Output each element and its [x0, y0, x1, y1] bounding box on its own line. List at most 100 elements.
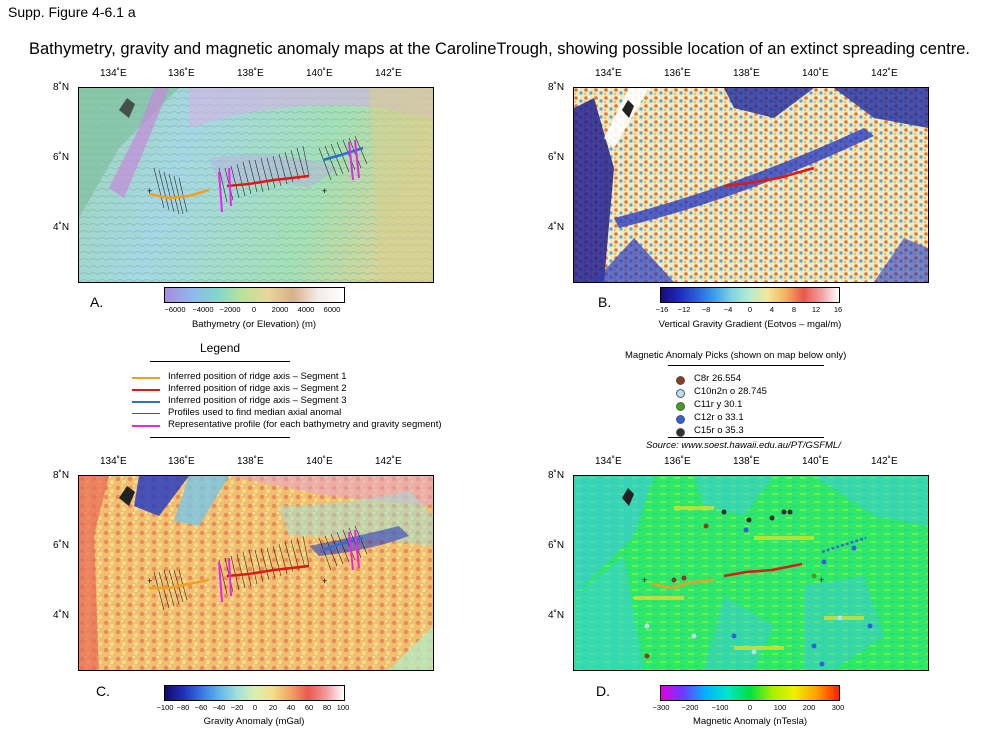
colorbar-tick: 60 — [304, 703, 314, 712]
legend-swatch — [132, 413, 160, 414]
lat-tick: 4˚N — [548, 610, 565, 621]
lon-tick: 136˚E — [168, 456, 195, 467]
colorbar-title: Magnetic Anomaly (nTesla) — [692, 716, 808, 727]
lon-tick: 140˚E — [802, 68, 829, 79]
colorbar-tick: 0 — [252, 703, 258, 712]
legend-title: Legend — [200, 341, 241, 355]
lon-tick: 138˚E — [733, 68, 760, 79]
figure-label: Supp. Figure 4-6.1 a — [8, 4, 136, 20]
lon-tick: 142˚E — [375, 456, 402, 467]
lon-tick: 136˚E — [168, 68, 195, 79]
lon-tick: 142˚E — [375, 68, 402, 79]
colorbar-tick: 300 — [831, 703, 845, 712]
lat-tick: 6˚N — [53, 540, 70, 551]
lon-tick: 142˚E — [871, 456, 898, 467]
legend-swatch — [132, 377, 160, 379]
picks-rule — [668, 437, 824, 438]
magnetic-picks-title: Magnetic Anomaly Picks (shown on map bel… — [625, 350, 847, 361]
pick-label: C11r y 30.1 — [694, 399, 743, 410]
lon-tick: 134˚E — [595, 456, 622, 467]
lon-tick: 134˚E — [595, 68, 622, 79]
legend-swatch — [132, 425, 160, 427]
legend-rule — [150, 437, 290, 438]
lat-tick: 4˚N — [53, 610, 70, 621]
gravity-gradient-map-image — [574, 88, 928, 282]
colorbar-tick: −80 — [176, 703, 190, 712]
legend-rule — [150, 361, 290, 362]
panel-letter: D. — [596, 683, 610, 699]
colorbar-tick: −4 — [723, 305, 733, 314]
svg-text:+: + — [322, 186, 327, 196]
panel-letter: A. — [90, 294, 104, 310]
colorbar-tick: −60 — [194, 703, 208, 712]
pick-dot — [676, 376, 685, 385]
svg-text:+: + — [322, 576, 327, 586]
colorbar-tick: −12 — [677, 305, 691, 314]
pick-dot — [676, 389, 685, 398]
lon-tick: 140˚E — [802, 456, 829, 467]
pick-label: C15r o 35.3 — [694, 425, 744, 436]
gravity-anomaly-map-image: + + — [79, 476, 433, 670]
gravity-anomaly-map: + + — [78, 475, 434, 671]
lon-tick: 138˚E — [733, 456, 760, 467]
colorbar-tick: −4000 — [192, 305, 214, 314]
colorbar-tick: 16 — [833, 305, 843, 314]
colorbar-title: Bathymetry (or Elevation) (m) — [191, 319, 317, 330]
pick-dot — [676, 428, 685, 437]
svg-text:+: + — [147, 186, 152, 196]
svg-text:+: + — [642, 575, 647, 585]
legend-item-label: Profiles used to find median axial anoma… — [168, 407, 342, 418]
colorbar-tick: −2000 — [219, 305, 241, 314]
pick-label: C12r o 33.1 — [694, 412, 744, 423]
colorbar-tick: −20 — [230, 703, 244, 712]
svg-text:+: + — [147, 576, 152, 586]
colorbar — [660, 287, 840, 303]
colorbar-tick: −200 — [681, 703, 699, 712]
colorbar-tick: 100 — [773, 703, 787, 712]
magnetic-anomaly-map-image: + + — [574, 476, 928, 670]
legend-item-label: Inferred position of ridge axis – Segmen… — [168, 371, 347, 382]
lat-tick: 6˚N — [548, 152, 565, 163]
colorbar-tick: 4 — [769, 305, 775, 314]
colorbar-tick: −100 — [711, 703, 729, 712]
lon-tick: 140˚E — [306, 456, 333, 467]
colorbar-tick: 6000 — [323, 305, 341, 314]
legend-swatch — [132, 389, 160, 391]
legend-swatch — [132, 401, 160, 403]
colorbar-tick: −100 — [156, 703, 174, 712]
lat-tick: 8˚N — [53, 470, 70, 481]
legend-item-label: Representative profile (for each bathyme… — [168, 419, 442, 430]
colorbar-tick: 0 — [747, 703, 753, 712]
legend-item-label: Inferred position of ridge axis – Segmen… — [168, 395, 347, 406]
colorbar-title: Gravity Anomaly (mGal) — [203, 716, 305, 727]
colorbar-tick: 0 — [747, 305, 753, 314]
lon-tick: 138˚E — [237, 456, 264, 467]
colorbar-tick: 12 — [811, 305, 821, 314]
pick-dot — [676, 402, 685, 411]
colorbar-tick: 40 — [286, 703, 296, 712]
colorbar-tick: 8 — [791, 305, 797, 314]
colorbar-tick: 2000 — [271, 305, 289, 314]
pick-label: C10n2n o 28.745 — [694, 386, 767, 397]
colorbar — [660, 685, 840, 701]
colorbar-tick: 0 — [251, 305, 257, 314]
colorbar-tick: 100 — [336, 703, 350, 712]
colorbar-tick: −6000 — [164, 305, 186, 314]
colorbar-tick: −16 — [655, 305, 669, 314]
gravity-gradient-map — [573, 87, 929, 283]
lon-tick: 134˚E — [100, 456, 127, 467]
lon-tick: 140˚E — [306, 68, 333, 79]
panel-letter: C. — [96, 683, 110, 699]
lon-tick: 136˚E — [664, 68, 691, 79]
figure-title: Bathymetry, gravity and magnetic anomaly… — [29, 40, 970, 58]
colorbar-tick: −8 — [701, 305, 711, 314]
picks-rule — [668, 365, 824, 366]
lat-tick: 6˚N — [53, 152, 70, 163]
lon-tick: 138˚E — [237, 68, 264, 79]
lon-tick: 134˚E — [100, 68, 127, 79]
colorbar-tick: 4000 — [297, 305, 315, 314]
colorbar-tick: 200 — [802, 703, 816, 712]
colorbar-tick: 20 — [268, 703, 278, 712]
lat-tick: 4˚N — [548, 222, 565, 233]
lat-tick: 8˚N — [548, 470, 565, 481]
